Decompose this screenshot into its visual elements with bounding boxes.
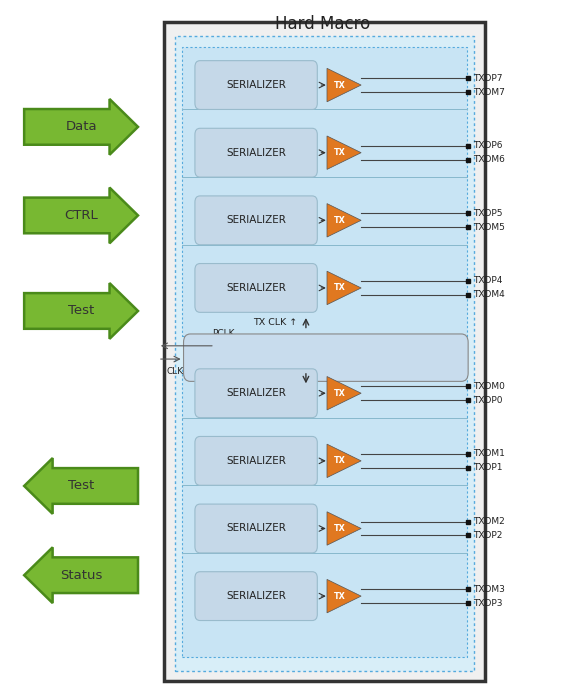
Text: TX: TX <box>333 148 345 158</box>
FancyBboxPatch shape <box>195 196 317 245</box>
Text: TX: TX <box>333 592 345 601</box>
Text: CLKREF: CLKREF <box>166 368 201 377</box>
Text: TXDM2: TXDM2 <box>472 517 505 526</box>
FancyBboxPatch shape <box>195 572 317 620</box>
Text: SERIALIZER: SERIALIZER <box>226 389 286 398</box>
Text: TX CLK ↓: TX CLK ↓ <box>253 374 297 383</box>
Text: Test: Test <box>68 480 94 493</box>
Text: TX CLK ↑: TX CLK ↑ <box>253 318 297 328</box>
Text: SERIALIZER: SERIALIZER <box>226 283 286 293</box>
Polygon shape <box>327 512 361 545</box>
FancyBboxPatch shape <box>195 128 317 177</box>
Text: TX: TX <box>333 456 345 466</box>
FancyBboxPatch shape <box>184 334 468 382</box>
Text: TXDM7: TXDM7 <box>472 88 505 97</box>
Text: TXDM6: TXDM6 <box>472 155 505 164</box>
FancyBboxPatch shape <box>195 369 317 418</box>
Polygon shape <box>24 188 138 244</box>
Polygon shape <box>24 458 138 514</box>
Text: TXDP7: TXDP7 <box>472 74 502 83</box>
FancyBboxPatch shape <box>195 263 317 312</box>
Text: TXDM3: TXDM3 <box>472 584 505 594</box>
Text: TX: TX <box>333 524 345 533</box>
FancyBboxPatch shape <box>195 61 317 109</box>
Polygon shape <box>327 271 361 304</box>
Text: CTRL: CTRL <box>64 209 98 222</box>
Text: SERIALIZER: SERIALIZER <box>226 216 286 225</box>
Polygon shape <box>327 377 361 410</box>
Text: TXDP3: TXDP3 <box>472 598 502 608</box>
Polygon shape <box>327 580 361 613</box>
Text: SERIALIZER: SERIALIZER <box>226 591 286 601</box>
Text: TX: TX <box>333 216 345 225</box>
Bar <box>175 36 474 671</box>
Text: PCLK: PCLK <box>212 329 235 338</box>
FancyBboxPatch shape <box>195 504 317 553</box>
Polygon shape <box>327 136 361 169</box>
Text: TXDP4: TXDP4 <box>472 276 502 286</box>
Text: TXDM1: TXDM1 <box>472 449 505 459</box>
Text: TXDP1: TXDP1 <box>472 463 502 473</box>
Text: TXDP6: TXDP6 <box>472 141 502 150</box>
FancyBboxPatch shape <box>195 437 317 485</box>
Bar <box>164 22 485 681</box>
Text: TXDM5: TXDM5 <box>472 223 505 232</box>
Polygon shape <box>327 69 361 102</box>
Text: SERIALIZER: SERIALIZER <box>226 148 286 158</box>
Polygon shape <box>24 283 138 339</box>
Text: TX: TX <box>333 389 345 398</box>
Polygon shape <box>327 444 361 477</box>
Text: TXDM4: TXDM4 <box>472 290 505 300</box>
Text: PLL & IREF: PLL & IREF <box>292 351 359 364</box>
Bar <box>182 368 467 657</box>
Text: TXDM0: TXDM0 <box>472 382 505 391</box>
Text: SERIALIZER: SERIALIZER <box>226 524 286 533</box>
Polygon shape <box>327 204 361 237</box>
Polygon shape <box>24 99 138 155</box>
Text: SERIALIZER: SERIALIZER <box>226 456 286 466</box>
Text: Hard Macro: Hard Macro <box>275 15 371 34</box>
Text: Status: Status <box>60 568 102 582</box>
Text: TX: TX <box>333 80 345 90</box>
Text: SERIALIZER: SERIALIZER <box>226 80 286 90</box>
Text: TXDP0: TXDP0 <box>472 395 502 405</box>
Text: TXDP2: TXDP2 <box>472 531 502 540</box>
Text: Data: Data <box>65 120 97 134</box>
Text: TXDP5: TXDP5 <box>472 209 502 218</box>
Text: TX: TX <box>333 284 345 293</box>
Polygon shape <box>24 547 138 603</box>
Text: Test: Test <box>68 304 94 318</box>
Bar <box>182 47 467 336</box>
